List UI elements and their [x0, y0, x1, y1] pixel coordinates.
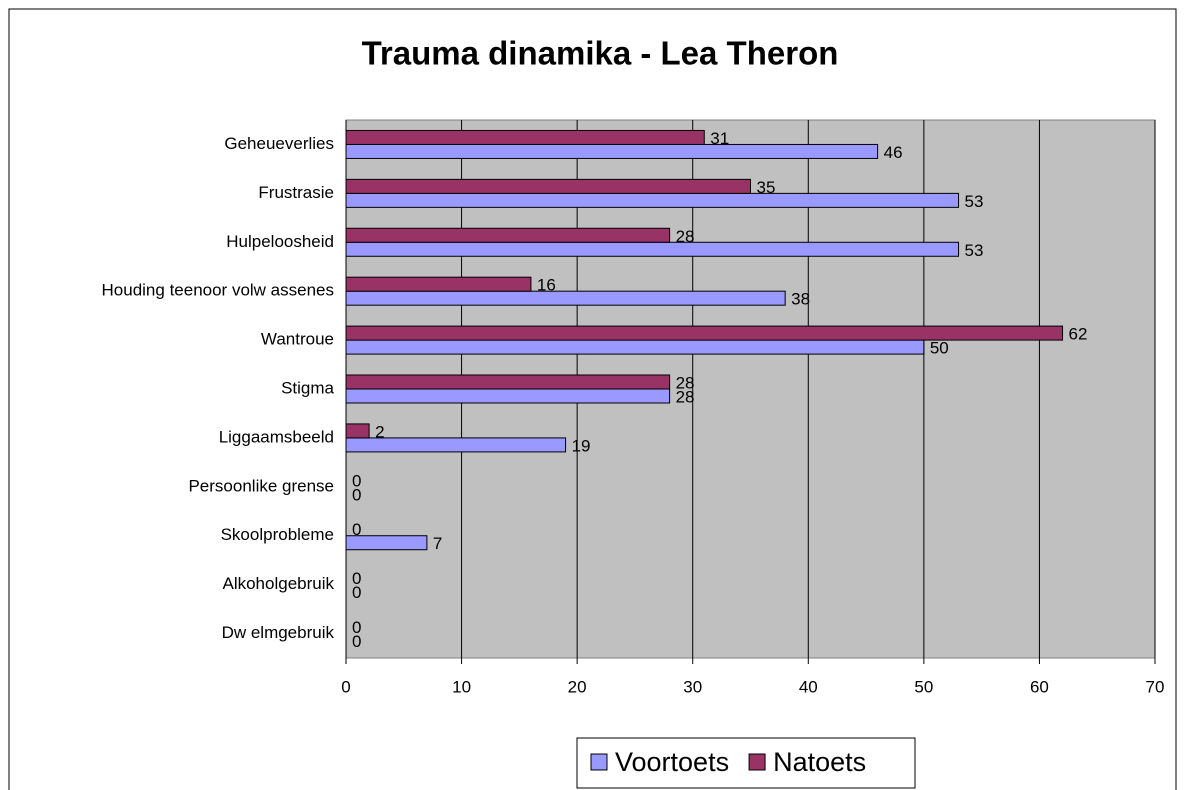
data-label: 0: [352, 485, 361, 504]
bar: [345, 290, 786, 306]
bar: [345, 423, 370, 439]
y-tick-label: Liggaamsbeeld: [219, 427, 334, 446]
bar: [345, 143, 879, 159]
chart-title: Trauma dinamika - Lea Theron: [362, 35, 839, 72]
y-tick-label: Frustrasie: [258, 183, 334, 202]
data-label: 50: [930, 339, 949, 358]
data-label: 31: [710, 129, 729, 148]
data-label: 7: [433, 534, 442, 553]
data-label: 0: [352, 618, 361, 637]
data-label: 28: [676, 373, 695, 392]
y-tick-label: Skoolprobleme: [221, 525, 334, 544]
bar: [345, 325, 1064, 341]
data-label: 35: [757, 178, 776, 197]
x-tick-label: 50: [914, 677, 933, 696]
x-tick-label: 40: [799, 677, 818, 696]
x-tick-label: 10: [452, 677, 471, 696]
bar: [345, 241, 960, 257]
x-tick-label: 70: [1146, 677, 1165, 696]
y-tick-label: Dw elmgebruik: [222, 623, 335, 642]
bar: [345, 339, 925, 355]
bar: [345, 535, 428, 551]
x-tick-label: 30: [683, 677, 702, 696]
data-label: 19: [572, 436, 591, 455]
bar: [345, 192, 960, 208]
data-label: 0: [352, 569, 361, 588]
x-tick-label: 0: [341, 677, 350, 696]
data-label: 0: [352, 471, 361, 490]
y-tick-label: Geheueverlies: [224, 134, 334, 153]
bar: [345, 437, 567, 453]
bar: [345, 276, 532, 292]
legend-swatch: [590, 753, 608, 771]
data-label: 28: [676, 387, 695, 406]
y-tick-label: Wantroue: [261, 330, 334, 349]
data-label: 2: [375, 422, 384, 441]
legend-swatch: [748, 753, 766, 771]
data-label: 16: [537, 276, 556, 295]
data-label: 38: [791, 290, 810, 309]
data-label: 28: [676, 227, 695, 246]
bar: [345, 374, 671, 390]
y-tick-label: Persoonlike grense: [188, 476, 334, 495]
data-label: 0: [352, 632, 361, 651]
y-tick-label: Houding teenoor volw assenes: [102, 281, 334, 300]
bar: [345, 388, 671, 404]
legend-box: [576, 737, 916, 789]
x-tick-label: 60: [1030, 677, 1049, 696]
y-tick-label: Hulpeloosheid: [226, 232, 334, 251]
data-label: 46: [884, 143, 903, 162]
data-label: 53: [965, 192, 984, 211]
data-label: 0: [352, 520, 361, 539]
data-label: 62: [1069, 325, 1088, 344]
legend-label: Voortoets: [615, 747, 729, 777]
y-tick-label: Stigma: [281, 378, 334, 397]
y-tick-label: Alkoholgebruik: [222, 574, 334, 593]
data-label: 0: [352, 583, 361, 602]
x-tick-label: 20: [568, 677, 587, 696]
bar: [345, 129, 705, 145]
legend-label: Natoets: [773, 747, 866, 777]
bar: [345, 178, 751, 194]
data-label: 53: [965, 241, 984, 260]
bar: [345, 227, 671, 243]
